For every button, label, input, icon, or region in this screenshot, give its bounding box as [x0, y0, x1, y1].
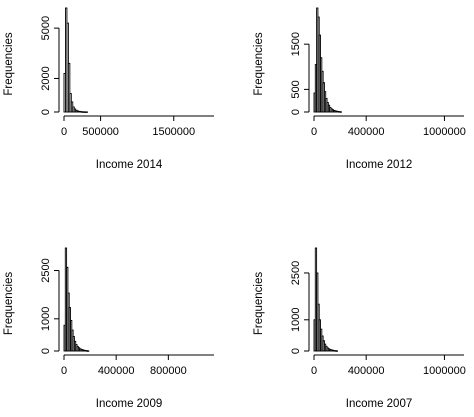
x-label-2014: Income 2014 — [96, 159, 163, 171]
y-ticks-2012: 0 500 1500 — [290, 32, 309, 115]
x-tick-label-2009-1: 400000 — [98, 365, 135, 377]
y-tick-label-2014-2: 5000 — [40, 16, 52, 40]
y-tick-label-2009-1: 1000 — [40, 307, 52, 331]
panel-income-2012: 0 400000 1000000 0 500 1500 Income 2012 Freq… — [253, 7, 466, 171]
x-tick-label-2007-1: 400000 — [348, 365, 385, 377]
y-tick-label-2014-0: 0 — [40, 109, 52, 115]
x-tick-label-2014-2: 1500000 — [152, 126, 195, 138]
y-tick-label-2012-1: 500 — [290, 80, 302, 98]
x-ticks-2007: 0 400000 1000000 — [311, 355, 466, 377]
bar-2007-17 — [335, 350, 338, 352]
bars-2014 — [63, 7, 88, 113]
y-label-2009: Frequencies — [3, 272, 15, 336]
y-tick-label-2007-0: 0 — [290, 348, 302, 354]
x-label-2012: Income 2012 — [346, 159, 413, 171]
x-tick-label-2012-2: 1000000 — [423, 126, 466, 138]
x-ticks-2012: 0 400000 1000000 — [311, 116, 466, 138]
panel-income-2009: 0 400000 800000 0 1000 2500 Income 2009 Freq… — [3, 247, 214, 410]
bars-2009 — [63, 247, 90, 352]
x-tick-label-2014-1: 500000 — [82, 126, 119, 138]
y-tick-label-2009-2: 2500 — [40, 258, 52, 282]
y-label-2012: Frequencies — [253, 32, 265, 96]
x-label-2007: Income 2007 — [346, 398, 413, 410]
panel-income-2014: 0 500000 1500000 0 2000 5000 Income 2014 Fre… — [3, 7, 214, 171]
x-tick-label-2009-0: 0 — [61, 365, 67, 377]
y-label-2007: Frequencies — [253, 272, 265, 336]
bars-2007 — [313, 247, 338, 352]
x-ticks-2009: 0 400000 800000 — [61, 355, 187, 377]
bars-2012 — [313, 7, 342, 113]
x-ticks-2014: 0 500000 1500000 — [61, 116, 195, 138]
y-tick-label-2007-2: 2500 — [290, 261, 302, 285]
panel-income-2007: 0 400000 1000000 0 1000 2500 Income 2007 Fre… — [253, 247, 466, 410]
y-ticks-2007: 0 1000 2500 — [290, 261, 309, 354]
x-tick-label-2009-2: 800000 — [150, 365, 187, 377]
y-ticks-2009: 0 1000 2500 — [40, 258, 59, 354]
bar-2014-3 — [67, 62, 71, 113]
y-tick-label-2007-1: 1000 — [290, 308, 302, 332]
y-tick-label-2012-2: 1500 — [290, 32, 302, 56]
y-tick-label-2012-0: 0 — [290, 109, 302, 115]
bar-2012-20 — [339, 111, 342, 113]
y-label-2014: Frequencies — [3, 32, 15, 96]
x-tick-label-2014-0: 0 — [61, 126, 67, 138]
y-ticks-2014: 0 2000 5000 — [40, 16, 59, 115]
x-label-2009: Income 2009 — [96, 398, 163, 410]
x-tick-label-2007-2: 1000000 — [423, 365, 466, 377]
x-tick-label-2012-0: 0 — [311, 126, 317, 138]
y-tick-label-2009-0: 0 — [40, 348, 52, 354]
x-tick-label-2012-1: 400000 — [348, 126, 385, 138]
x-tick-label-2007-0: 0 — [311, 365, 317, 377]
bar-2014-15 — [85, 111, 88, 113]
bar-2009-18 — [87, 350, 90, 352]
y-tick-label-2014-1: 2000 — [40, 66, 52, 90]
